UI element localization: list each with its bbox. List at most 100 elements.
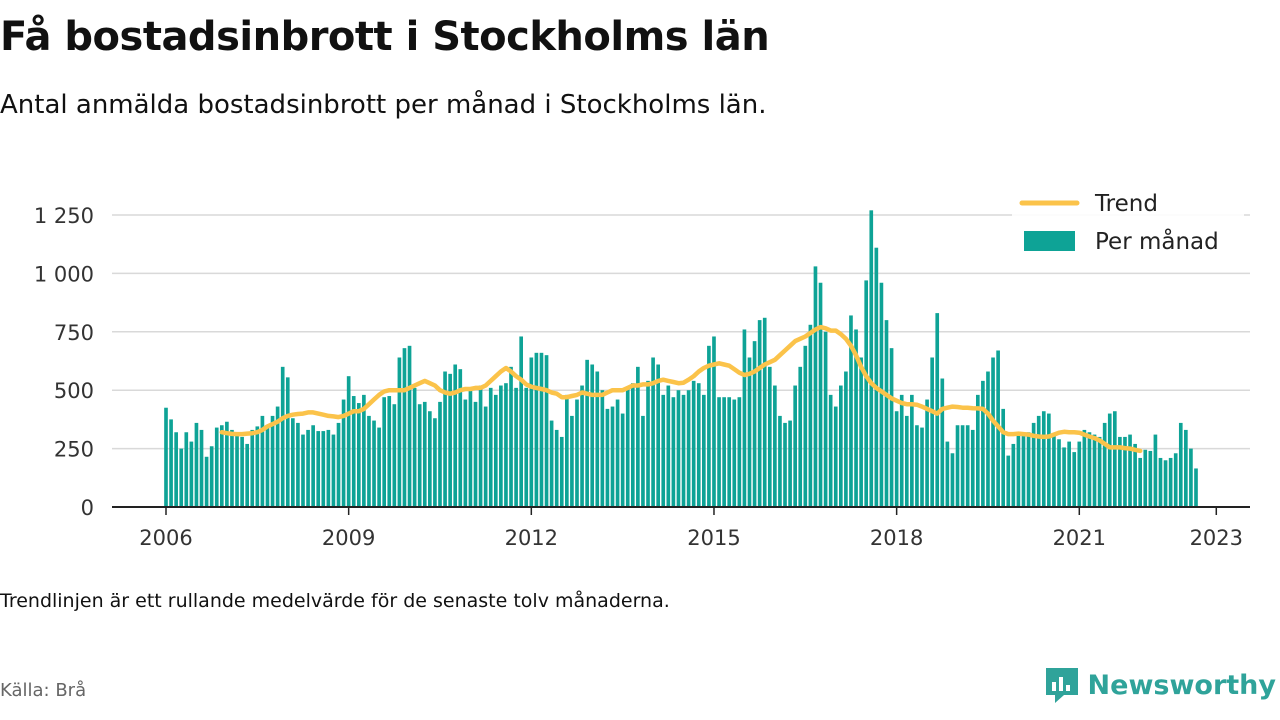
bar — [529, 357, 534, 507]
bar — [600, 390, 605, 507]
bar — [174, 432, 178, 507]
bar — [849, 315, 853, 507]
bar — [356, 403, 361, 507]
bar — [747, 357, 752, 507]
bar — [879, 282, 884, 507]
bar — [859, 357, 863, 507]
bar — [1087, 432, 1092, 507]
bar — [605, 408, 610, 507]
bar — [285, 377, 290, 507]
bar — [509, 366, 513, 507]
trend-note: Trendlinjen är ett rullande medelvärde f… — [0, 590, 670, 612]
bar — [443, 371, 447, 507]
bar — [773, 385, 777, 507]
bar — [1163, 460, 1168, 507]
bar — [169, 419, 173, 507]
bar — [1031, 422, 1036, 507]
bar — [767, 366, 772, 507]
bar — [965, 425, 970, 507]
bar — [565, 394, 569, 507]
x-tick-label: 2012 — [505, 526, 558, 550]
bar — [225, 421, 229, 507]
bar — [646, 380, 650, 507]
bar — [1194, 468, 1198, 507]
bar — [696, 383, 701, 507]
bar — [260, 415, 265, 507]
bar — [549, 420, 554, 507]
bar — [915, 425, 919, 507]
bar — [788, 420, 792, 507]
bar — [732, 399, 737, 507]
bar — [1148, 450, 1153, 507]
brand-name: Newsworthy — [1087, 669, 1276, 701]
bar — [468, 390, 473, 507]
bar — [1102, 422, 1107, 507]
bar — [341, 399, 346, 507]
bar — [595, 371, 600, 507]
bar — [336, 422, 341, 507]
bar — [671, 397, 676, 507]
bar — [570, 415, 574, 507]
bar — [372, 420, 376, 507]
bar — [986, 371, 990, 507]
bar — [1123, 436, 1127, 507]
bar — [1082, 429, 1087, 507]
bar — [935, 313, 940, 507]
bar — [823, 331, 828, 507]
bar — [1016, 432, 1021, 507]
bar — [362, 394, 366, 507]
source-label: Källa: Brå — [0, 680, 87, 701]
bar — [610, 406, 615, 507]
bar — [1158, 457, 1163, 507]
axes: 0 250 500 750 1 000 1 250 2006 2009 2012 2015 2018… — [34, 204, 1250, 550]
bar — [1173, 453, 1178, 507]
bar — [712, 336, 716, 507]
bar — [904, 415, 909, 507]
x-tick-label: 2018 — [870, 526, 923, 550]
bar — [544, 355, 549, 507]
bar — [920, 427, 924, 507]
bar — [504, 383, 508, 507]
legend-trend-label: Trend — [1094, 191, 1158, 217]
y-tick-label: 250 — [54, 438, 94, 462]
bar — [1001, 408, 1006, 507]
bar — [991, 357, 995, 507]
legend: Trend Per månad — [1012, 186, 1244, 268]
bar — [722, 397, 726, 507]
bar — [839, 385, 843, 507]
bar — [681, 394, 686, 507]
bar — [301, 434, 305, 507]
bar — [899, 394, 904, 507]
bar — [1062, 447, 1066, 507]
bar — [402, 348, 407, 507]
bar — [422, 401, 427, 507]
bar — [737, 397, 742, 507]
brand-logo[interactable]: Newsworthy — [1044, 665, 1276, 705]
bar — [397, 357, 402, 507]
bar — [204, 456, 209, 507]
bar — [793, 385, 797, 507]
bar — [651, 357, 655, 507]
bar — [615, 399, 620, 507]
bar — [433, 418, 437, 507]
bar — [707, 345, 711, 507]
x-tick-label: 2023 — [1190, 526, 1243, 550]
bar — [854, 329, 858, 507]
bar — [970, 429, 975, 507]
bar — [625, 387, 630, 507]
y-tick-label: 1 000 — [34, 262, 94, 286]
bar — [382, 397, 387, 507]
bar — [559, 436, 564, 507]
bar — [641, 415, 645, 507]
bar — [235, 434, 239, 507]
bar — [955, 425, 960, 507]
x-tick-label: 2009 — [322, 526, 375, 550]
bar — [818, 282, 823, 507]
bar — [519, 336, 523, 507]
bar — [514, 387, 518, 507]
bar — [656, 364, 660, 507]
bar — [367, 415, 371, 507]
bar — [1133, 443, 1137, 507]
bar — [392, 404, 397, 507]
bar — [666, 385, 671, 507]
